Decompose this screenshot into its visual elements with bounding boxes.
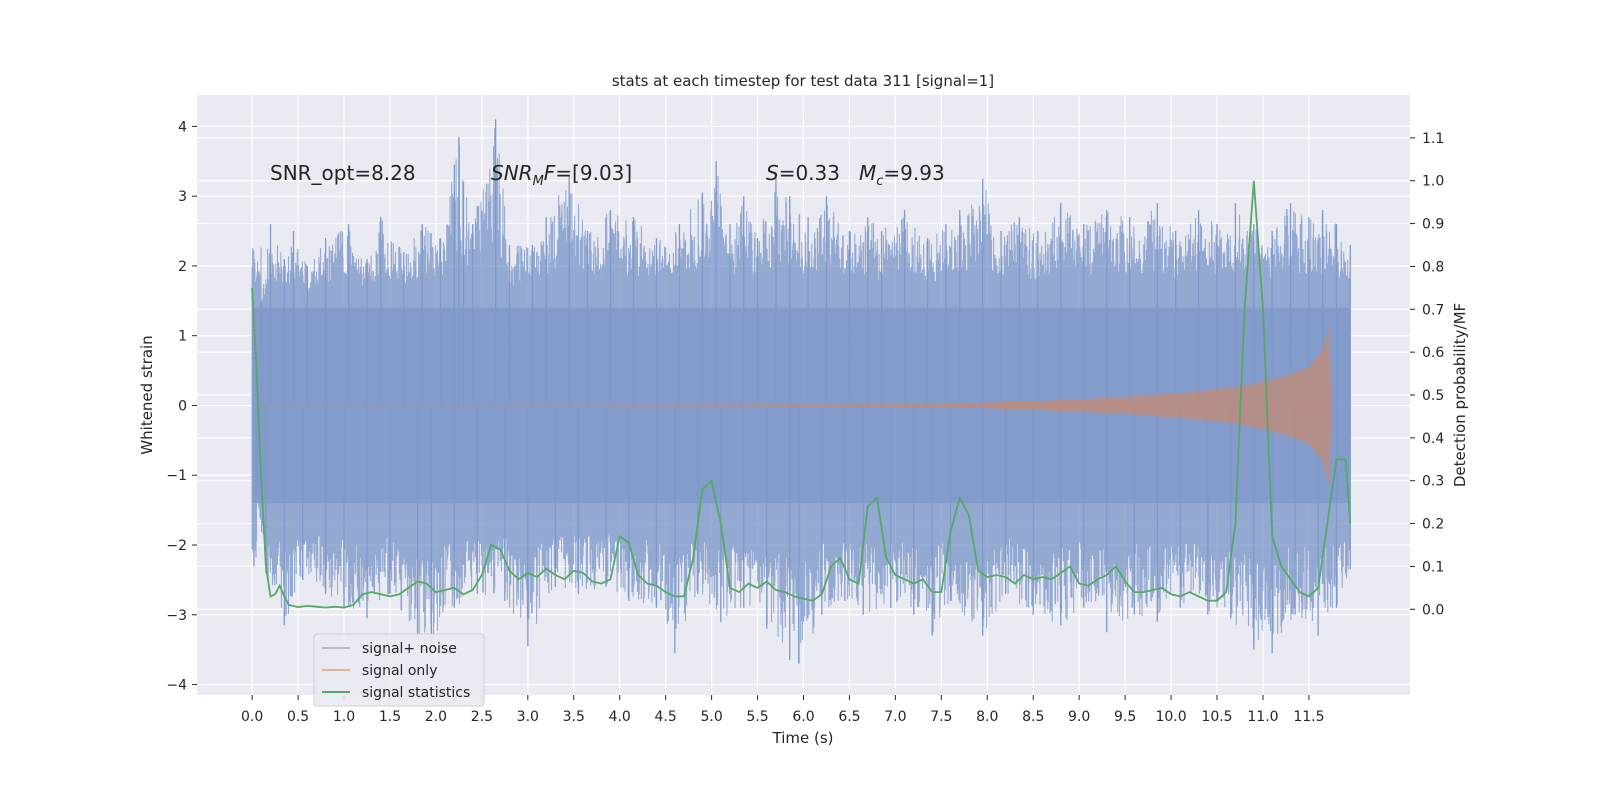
- x-tick-label: 7.5: [930, 709, 952, 725]
- y-right-tick-label: 0.4: [1422, 431, 1444, 447]
- x-tick-label: 11.5: [1293, 709, 1324, 725]
- y-tick-label: −3: [166, 608, 187, 624]
- y-tick-label: 3: [178, 189, 187, 205]
- x-tick-label: 2.5: [471, 709, 493, 725]
- y-right-tick-label: 0.0: [1422, 602, 1444, 618]
- x-tick-label: 4.5: [655, 709, 677, 725]
- x-tick-label: 5.5: [746, 709, 768, 725]
- legend-label: signal+ noise: [362, 641, 457, 657]
- annotation-mc: Mc=9.93: [859, 161, 945, 189]
- x-tick-label: 9.5: [1114, 709, 1136, 725]
- chart-title: stats at each timestep for test data 311…: [612, 72, 994, 90]
- x-tick-label: 10.5: [1201, 709, 1232, 725]
- x-tick-label: 6.0: [792, 709, 814, 725]
- x-tick-label: 8.0: [976, 709, 998, 725]
- y-right-tick-label: 1.1: [1422, 131, 1444, 147]
- y-right-tick-label: 0.8: [1422, 259, 1444, 275]
- legend: signal+ noise signal only signal statistic…: [313, 633, 485, 707]
- x-tick-label: 0.0: [241, 709, 263, 725]
- y-axis-right-label: Detection probability/MF: [1451, 303, 1469, 487]
- x-tick-label: 9.0: [1068, 709, 1090, 725]
- legend-label: signal statistics: [362, 685, 470, 701]
- y-right-tick-label: 1.0: [1422, 174, 1444, 190]
- legend-box: [313, 633, 485, 707]
- x-tick-label: 10.0: [1155, 709, 1186, 725]
- y-axis-label: Whitened strain: [138, 335, 156, 454]
- x-tick-label: 2.0: [425, 709, 447, 725]
- y-tick-label: −4: [166, 678, 187, 694]
- y-tick-label: 2: [178, 259, 187, 275]
- y-right-tick-label: 0.5: [1422, 388, 1444, 404]
- x-tick-label: 1.5: [379, 709, 401, 725]
- y-right-tick-label: 0.6: [1422, 345, 1444, 361]
- legend-label: signal only: [362, 663, 437, 679]
- series-signal-only: [252, 325, 1332, 486]
- y-tick-label: −2: [166, 538, 187, 554]
- y-right-tick-label: 0.7: [1422, 302, 1444, 318]
- y-right-tick-label: 0.9: [1422, 217, 1444, 233]
- x-axis-label: Time (s): [772, 729, 834, 747]
- x-tick-label: 8.5: [1022, 709, 1044, 725]
- annotation-snr-mf: SNRMF=[9.03]: [491, 161, 632, 189]
- series-signal-statistics: [251, 180, 1352, 609]
- x-tick-label: 3.5: [563, 709, 585, 725]
- y-right-tick-label: 0.2: [1422, 517, 1444, 533]
- axes: 0.0 0.5 1.0 1.5 2.0 2.5 3.0 3.5 4.0 4.5 5.0 5.5 6.0 6…: [166, 119, 1444, 725]
- x-tick-label: 1.0: [333, 709, 355, 725]
- annotation-snr-opt: SNR_opt=8.28: [270, 161, 416, 185]
- y-right-tick-label: 0.3: [1422, 474, 1444, 490]
- x-tick-label: 6.5: [838, 709, 860, 725]
- y-tick-label: −1: [166, 468, 187, 484]
- x-tick-label: 11.0: [1247, 709, 1278, 725]
- y-tick-label: 1: [178, 329, 187, 345]
- statistics-line: [251, 180, 1352, 609]
- y-tick-label: 0: [178, 398, 187, 414]
- x-tick-label: 3.0: [517, 709, 539, 725]
- x-tick-label: 5.0: [700, 709, 722, 725]
- y-right-tick-label: 0.1: [1422, 559, 1444, 575]
- annotation-s: S=0.33: [766, 161, 840, 185]
- x-tick-label: 0.5: [287, 709, 309, 725]
- x-tick-label: 7.0: [884, 709, 906, 725]
- x-tick-label: 4.0: [609, 709, 631, 725]
- y-tick-label: 4: [178, 119, 187, 135]
